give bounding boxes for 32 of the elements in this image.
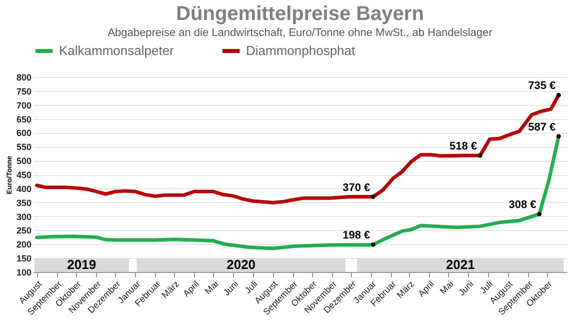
y-tick-label: 150: [16, 254, 32, 264]
annotation: 735 €: [528, 80, 556, 92]
x-tick-label: Juli: [478, 278, 495, 296]
y-tick-label: 700: [16, 100, 32, 110]
annotation: 370 €: [342, 182, 370, 194]
annotation: 198 €: [342, 230, 370, 242]
y-tick-label: 350: [16, 198, 32, 208]
y-tick-label: 750: [16, 86, 32, 96]
legend-label: Kalkammonsalpeter: [59, 43, 175, 58]
y-tick-label: 600: [16, 128, 32, 138]
y-tick-label: 400: [16, 184, 32, 194]
y-tick-label: 250: [16, 226, 32, 236]
band-label: 2020: [226, 257, 256, 272]
y-tick-label: 100: [16, 268, 32, 278]
chart-subtitle: Abgabepreise an die Landwirtschaft, Euro/Tonne ohne MwSt., ab Handelslager: [108, 27, 493, 39]
y-tick-label: 650: [16, 114, 32, 124]
y-tick-label: 550: [16, 142, 32, 152]
annotation: 587 €: [528, 121, 556, 134]
y-tick-label: 450: [16, 170, 32, 180]
annotation: 518 €: [450, 140, 478, 153]
y-tick-label: 300: [16, 212, 32, 222]
y-tick-label: 800: [16, 72, 32, 82]
y-tick-label: 200: [16, 240, 32, 250]
band-label: 2021: [446, 257, 475, 272]
chart-title: Düngemittelpreise Bayern: [176, 3, 424, 25]
x-tick-label: Juli: [242, 278, 260, 296]
legend-label: Diammonphosphat: [246, 43, 356, 58]
band-label: 2019: [67, 257, 96, 272]
x-tick-label: Mai: [202, 278, 220, 296]
annotation: 308 €: [508, 199, 536, 212]
y-tick-label: 500: [16, 156, 32, 166]
x-tick-label: Mai: [438, 278, 456, 296]
